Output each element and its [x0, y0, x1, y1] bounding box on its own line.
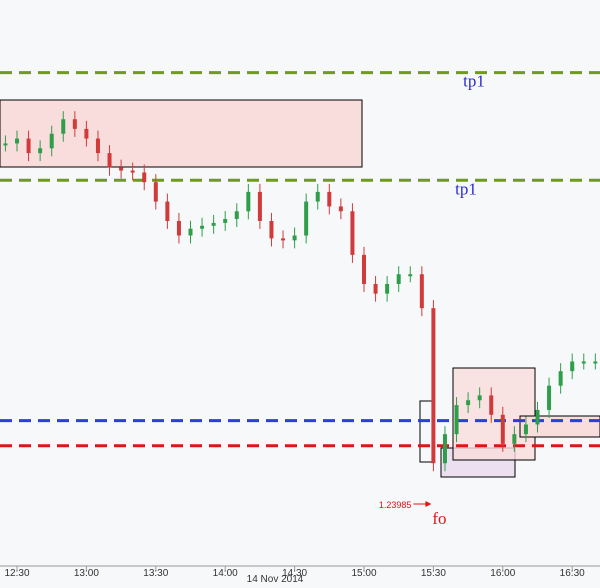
candle — [362, 254, 366, 284]
candle — [304, 201, 309, 236]
x-tick-label: 12:30 — [4, 568, 29, 579]
candle — [72, 119, 77, 129]
candle — [327, 191, 332, 207]
candle — [338, 206, 343, 212]
x-tick-label: 13:00 — [74, 568, 99, 579]
candle — [489, 395, 494, 415]
x-tick-label: 16:00 — [490, 568, 515, 579]
level-label: tp1 — [455, 179, 477, 198]
candle — [130, 170, 135, 173]
candle — [535, 409, 540, 425]
candle — [466, 400, 471, 406]
candle — [396, 274, 401, 284]
candle — [165, 201, 170, 221]
candle — [107, 153, 112, 168]
candle — [547, 385, 552, 410]
x-tick-label: 16:30 — [560, 568, 585, 579]
x-tick-label: 15:00 — [351, 568, 376, 579]
candle — [442, 434, 447, 464]
candle — [119, 167, 124, 171]
candle — [84, 128, 89, 139]
candle — [3, 143, 8, 146]
candle — [373, 283, 378, 294]
candle — [257, 191, 262, 221]
candle — [61, 119, 66, 134]
candle — [292, 235, 297, 241]
candle — [281, 238, 286, 241]
x-tick-label: 13:30 — [143, 568, 168, 579]
candle — [454, 405, 459, 435]
candle — [211, 222, 216, 226]
level-label: tp1 — [463, 72, 485, 91]
x-axis-label: 14 Nov 2014 — [247, 574, 304, 585]
candle — [593, 361, 598, 364]
candle — [246, 191, 251, 212]
candle — [153, 182, 158, 202]
candle — [234, 211, 239, 220]
candle — [176, 220, 181, 236]
candle — [419, 274, 424, 309]
candle — [269, 220, 274, 239]
candle — [188, 228, 193, 236]
candle — [350, 211, 355, 255]
low-label: 1.23985 — [379, 500, 412, 510]
candle — [95, 138, 100, 154]
annotation: fo — [432, 509, 446, 528]
candle — [512, 434, 517, 444]
zone-box — [419, 400, 434, 463]
candle — [523, 424, 528, 435]
x-tick-label: 14:30 — [282, 568, 307, 579]
x-tick-label: 14:00 — [213, 568, 238, 579]
candle — [385, 283, 390, 294]
candle — [431, 308, 436, 464]
candle — [142, 172, 147, 183]
candle — [570, 361, 575, 372]
candle — [15, 138, 19, 144]
x-tick-label: 15:30 — [421, 568, 446, 579]
candle — [500, 414, 505, 444]
candle — [558, 371, 563, 386]
candle — [223, 219, 228, 223]
candle — [38, 148, 43, 154]
candle — [408, 274, 413, 277]
candle — [26, 138, 31, 154]
candle — [581, 361, 586, 364]
zone-box — [0, 99, 363, 168]
candle — [477, 395, 482, 401]
candle — [49, 133, 54, 149]
low-arrowhead — [425, 500, 432, 507]
candle — [200, 225, 205, 229]
candle — [315, 191, 320, 202]
